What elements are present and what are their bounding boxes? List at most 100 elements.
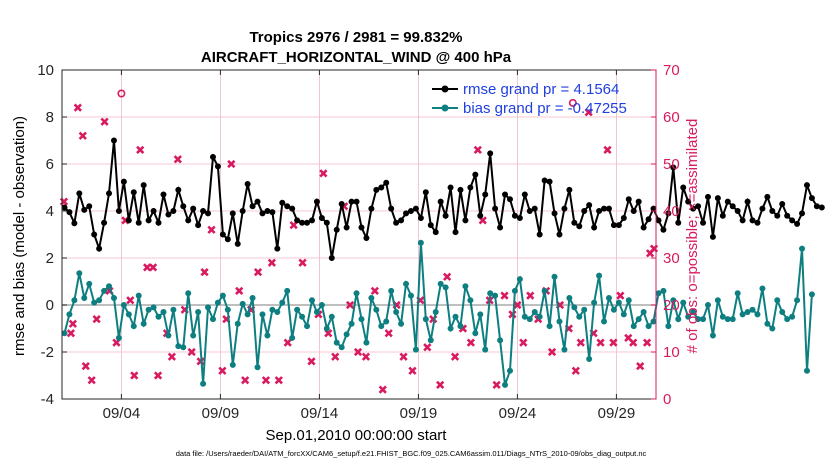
rmse-point	[482, 191, 489, 198]
rmse-point	[516, 215, 523, 222]
bias-point	[472, 330, 479, 337]
bias-point	[536, 313, 543, 320]
rmse-point	[71, 220, 78, 227]
rmse-point	[615, 222, 622, 229]
rmse-point	[591, 224, 598, 231]
rmse-point	[531, 205, 538, 212]
bias-point	[224, 306, 231, 313]
bias-point	[492, 292, 499, 299]
bias-point	[729, 316, 736, 323]
rmse-point	[749, 217, 756, 224]
rmse-point	[214, 163, 221, 170]
obs-assimilated-marker	[603, 145, 612, 155]
rmse-point	[739, 217, 746, 224]
rmse-point	[224, 236, 231, 243]
rmse-point	[358, 224, 365, 231]
obs-assimilated-marker	[331, 352, 340, 361]
x-tick-label: 09/24	[499, 405, 537, 422]
obs-assimilated-marker	[442, 272, 452, 281]
bias-point	[388, 287, 395, 294]
bias-point	[279, 299, 286, 306]
obs-assimilated-marker	[436, 380, 445, 390]
obs-assimilated-marker	[130, 371, 139, 380]
rmse-point	[521, 191, 528, 198]
rmse-point	[670, 164, 677, 171]
bias-point	[289, 334, 296, 341]
rmse-point	[165, 211, 172, 218]
rmse-point	[541, 177, 548, 184]
bias-point	[234, 320, 241, 327]
bias-point	[744, 309, 751, 316]
bias-point	[531, 309, 538, 316]
obs-assimilated-marker	[408, 366, 417, 375]
rmse-point	[709, 233, 716, 240]
bias-point	[244, 311, 251, 318]
bias-point	[378, 323, 385, 330]
rmse-point	[284, 203, 291, 210]
bias-point	[120, 301, 127, 308]
bias-point	[180, 344, 187, 351]
bias-point	[170, 306, 177, 313]
obs-assimilated-marker	[227, 159, 236, 169]
rmse-point	[269, 209, 276, 216]
rmse-point	[734, 208, 741, 215]
rmse-point	[338, 200, 345, 207]
bias-point	[422, 316, 429, 323]
legend-bias-marker	[441, 104, 449, 112]
bias-point	[571, 304, 578, 311]
rmse-point	[526, 208, 533, 215]
bias-point	[407, 292, 414, 299]
obs-assimilated-marker	[92, 314, 101, 324]
bias-point	[601, 318, 608, 325]
obs-assimilated-marker	[136, 145, 145, 155]
bias-point	[96, 297, 103, 304]
rmse-point	[343, 224, 350, 231]
rmse-point	[546, 178, 553, 185]
y-axis-label: rmse and bias (model - observation)	[11, 116, 28, 356]
bias-point	[462, 283, 469, 290]
bias-point	[229, 361, 236, 368]
rmse-point	[620, 215, 627, 222]
obs-assimilated-marker	[629, 338, 638, 347]
rmse-point	[150, 208, 157, 215]
rmse-point	[76, 190, 83, 197]
rmse-point	[561, 205, 568, 212]
bias-point	[447, 325, 454, 332]
rmse-point	[398, 217, 405, 224]
y-tick-label: 10	[37, 62, 54, 79]
bias-point	[165, 332, 172, 339]
bias-point	[323, 325, 330, 332]
rmse-point	[229, 210, 236, 217]
rmse-point	[724, 198, 731, 205]
rmse-point	[719, 212, 726, 219]
rmse-point	[769, 208, 776, 215]
obs-assimilated-marker	[253, 267, 263, 277]
rmse-point	[700, 219, 707, 226]
rmse-point	[437, 198, 444, 205]
rmse-point	[729, 203, 736, 210]
bias-point	[452, 313, 459, 320]
bias-point	[338, 344, 345, 351]
bias-point	[175, 343, 182, 350]
obs-assimilated-marker	[378, 385, 387, 394]
rmse-point	[571, 219, 578, 226]
y2-tick-label: 50	[663, 156, 680, 173]
bias-point	[190, 332, 197, 339]
bias-point	[308, 297, 315, 304]
rmse-point	[551, 210, 558, 217]
rmse-point	[388, 205, 395, 212]
bias-point	[551, 273, 558, 280]
rmse-point	[576, 223, 583, 230]
obs-assimilated-marker	[148, 263, 158, 272]
rmse-point	[625, 196, 632, 203]
rmse-point	[432, 229, 439, 236]
rmse-point	[764, 193, 771, 200]
bias-point	[348, 320, 355, 327]
bias-point	[596, 272, 603, 279]
obs-assimilated-marker	[207, 225, 216, 234]
bias-point	[739, 311, 746, 318]
bias-point	[101, 287, 108, 294]
chart-title: Tropics 2976 / 2981 = 99.832%	[249, 29, 462, 46]
bias-point	[576, 313, 583, 320]
